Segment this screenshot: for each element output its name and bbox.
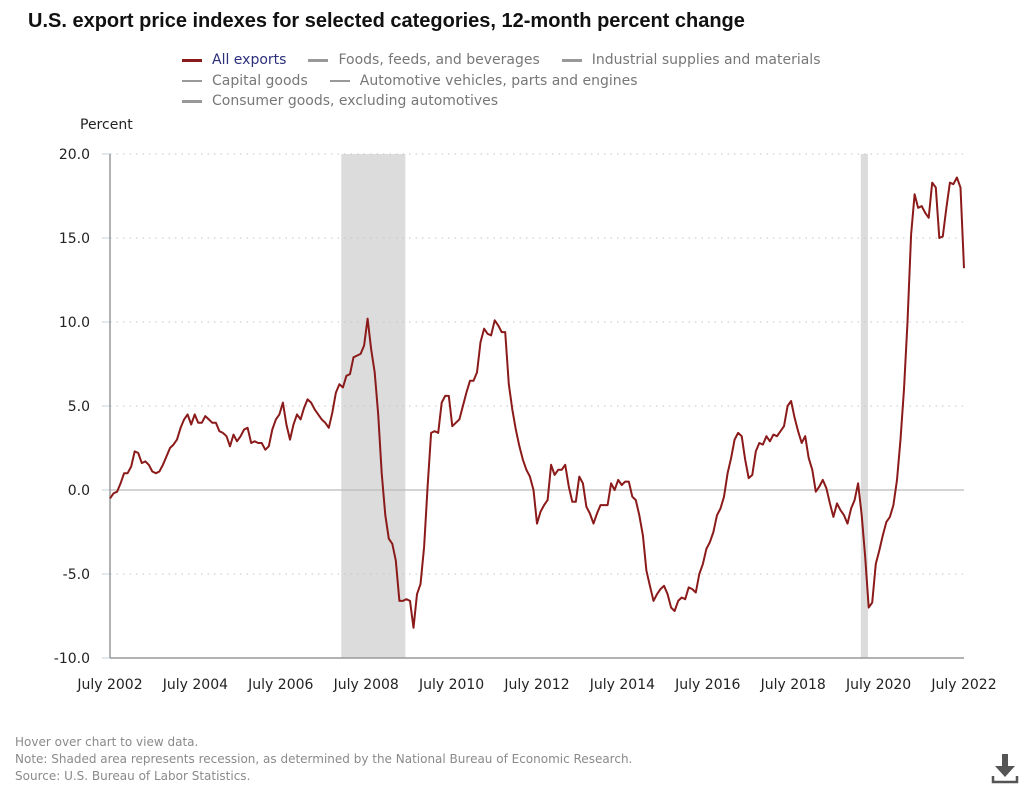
chart-title: U.S. export price indexes for selected c… [28,10,745,32]
recession-note: Note: Shaded area represents recession, … [15,752,633,766]
x-tick-label: July 2014 [589,677,655,693]
legend-swatch [182,59,202,62]
legend-swatch [561,59,582,62]
y-tick-label: 15.0 [59,231,90,247]
y-tick-label: 10.0 [59,315,90,331]
legend-item-automotive[interactable]: Automotive vehicles, parts and engines [329,71,638,92]
legend: All exports Foods, feeds, and beverages … [182,50,882,112]
x-tick-label: July 2012 [503,677,569,693]
legend-item-consumer-goods[interactable]: Consumer goods, excluding automotives [182,91,498,112]
x-tick-label: July 2018 [760,677,826,693]
x-tick-label: July 2022 [930,677,996,693]
x-tick-label: July 2002 [76,677,142,693]
legend-swatch [182,79,202,82]
chart-plot[interactable]: 20.0 15.0 10.0 5.0 0.0 -5.0 -10.0 July 2002 July… [0,0,1024,720]
y-tick-label: -10.0 [54,651,90,667]
x-tick-label: July 2020 [845,677,911,693]
source-note: Source: U.S. Bureau of Labor Statistics. [15,769,251,783]
legend-swatch [308,59,329,62]
x-tick-label: July 2004 [162,677,228,693]
legend-item-industrial[interactable]: Industrial supplies and materials [561,50,820,71]
x-tick-label: July 2016 [674,677,740,693]
legend-item-all-exports[interactable]: All exports [182,50,286,71]
x-tick-label: July 2006 [247,677,313,693]
legend-item-foods[interactable]: Foods, feeds, and beverages [308,50,540,71]
legend-item-capital-goods[interactable]: Capital goods [182,71,308,92]
legend-swatch [329,79,350,82]
series-line-all-exports [109,176,965,629]
hover-hint: Hover over chart to view data. [15,735,199,749]
download-button[interactable] [990,752,1020,784]
footer: Hover over chart to view data. Note: Sha… [15,734,632,785]
legend-swatch [182,100,202,103]
x-tick-label: July 2008 [333,677,399,693]
y-tick-label: 5.0 [68,399,90,415]
y-tick-label: 20.0 [59,147,90,163]
x-tick-label: July 2010 [418,677,484,693]
y-tick-label: 0.0 [68,483,90,499]
download-icon [991,754,1019,784]
y-tick-label: -5.0 [63,567,90,583]
y-axis-label: Percent [80,117,133,133]
